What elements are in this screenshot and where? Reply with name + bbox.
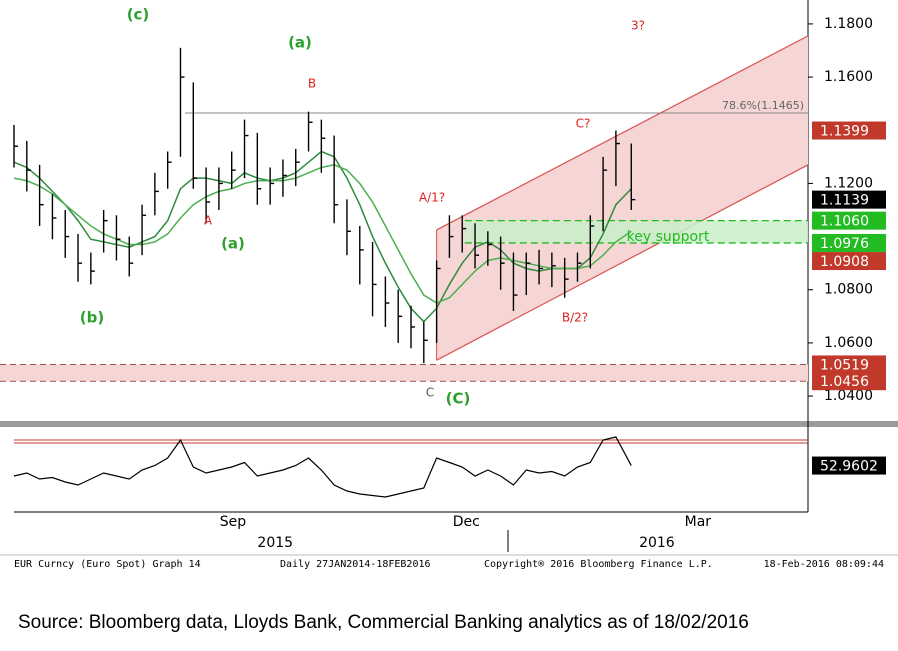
lower-band	[0, 364, 808, 382]
price-label-box	[812, 211, 886, 230]
wave-annotation: (b)	[80, 309, 104, 327]
footer-text: Daily 27JAN2014-18FEB2016	[280, 559, 431, 570]
chart: 78.6%(1.1465) 1.1800 1.1600 1.1200 1.0800 1.0…	[0, 0, 898, 570]
wave-annotation: A/1?	[419, 191, 445, 205]
wave-annotation: C	[426, 386, 434, 400]
footer-text: Copyright® 2016 Bloomberg Finance L.P.	[484, 559, 713, 570]
wave-annotation: (c)	[127, 6, 150, 24]
y-tick-label: 1.0400	[824, 388, 873, 404]
price-label-box	[812, 372, 886, 391]
wave-annotation: B	[308, 77, 316, 91]
year-label: 2015	[257, 535, 293, 551]
price-label-box	[812, 121, 886, 140]
price-label-box	[812, 190, 886, 209]
channel-lower	[436, 164, 809, 361]
rsi-line	[13, 436, 632, 498]
price-label: 1.0976	[820, 236, 869, 252]
rsi-label: 52.9602	[820, 459, 878, 475]
price-label-box	[812, 233, 886, 252]
fib-label: 78.6%(1.1465)	[722, 99, 804, 112]
wave-annotation: (a)	[221, 235, 245, 253]
year-label: 2016	[639, 535, 675, 551]
wave-annotation: (a)	[288, 34, 312, 52]
wave-annotation: B/2?	[562, 311, 588, 325]
x-tick-label: Sep	[220, 514, 247, 530]
footer-text: EUR Curncy (Euro Spot) Graph 14	[14, 559, 201, 570]
wave-annotation: C?	[576, 117, 591, 131]
price-label: 1.0456	[820, 374, 869, 390]
price-label-box	[812, 355, 886, 374]
wave-annotation: A	[204, 214, 213, 228]
price-label: 1.0519	[820, 357, 869, 373]
y-tick-label: 1.0600	[824, 335, 873, 351]
price-label: 1.1399	[820, 124, 869, 140]
footer-text: 18-Feb-2016 08:09:44	[764, 559, 884, 570]
wave-annotation: (C)	[446, 390, 471, 408]
source-note: Source: Bloomberg data, Lloyds Bank, Com…	[18, 612, 749, 633]
y-tick-label: 1.0800	[824, 282, 873, 298]
y-tick-label: 1.1600	[824, 69, 873, 85]
pane-separator	[0, 421, 898, 427]
price-label: 1.1139	[820, 193, 869, 209]
rsi-label-box	[812, 456, 886, 475]
y-tick-label: 1.1800	[824, 16, 873, 32]
wave-annotation: key support	[627, 229, 710, 245]
price-label-box	[812, 252, 886, 271]
support-band	[464, 220, 808, 243]
wave-annotation: 3?	[631, 19, 645, 33]
channel-upper	[436, 35, 809, 231]
price-label: 1.0908	[820, 254, 869, 270]
x-tick-label: Dec	[453, 514, 480, 530]
y-tick-label: 1.1200	[824, 175, 873, 191]
price-label: 1.1060	[820, 214, 869, 230]
x-tick-label: Mar	[685, 514, 712, 530]
